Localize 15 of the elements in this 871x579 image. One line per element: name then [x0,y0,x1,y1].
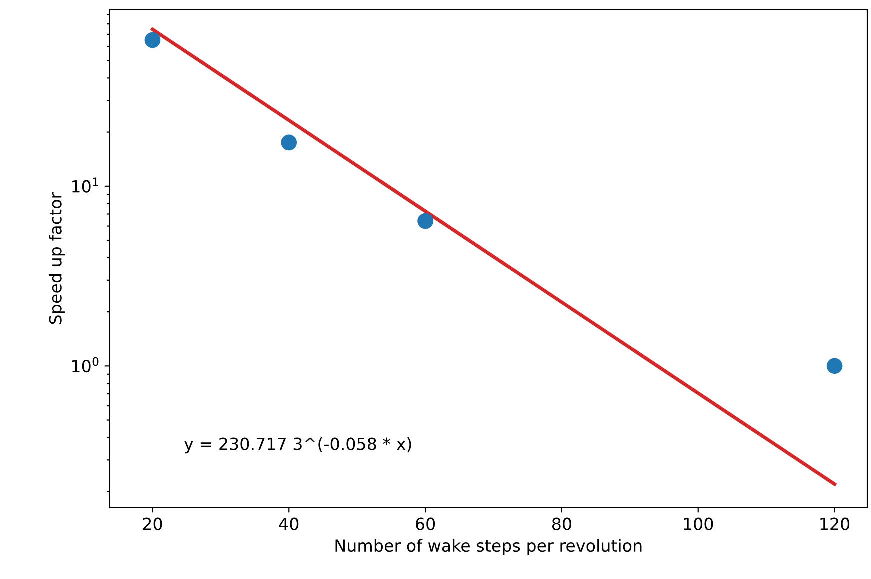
y-tick-label: 10$^{0}$ [72,357,99,373]
x-tick-label: 100 [684,518,714,530]
point [281,134,298,151]
x-axis-title: Number of wake steps per revolution [336,539,642,556]
point [826,358,843,374]
point [418,213,434,230]
x-tick-label: 20 [143,518,162,530]
x-tick-label: 40 [279,518,299,530]
x-tick-label: 60 [416,518,436,530]
y-axis-title: Speed up factor [49,192,66,324]
x-tick-label: 120 [820,518,850,530]
annotation: y = 230.717 3^(-0.058 * x) [184,437,412,454]
y-tick-label: 10$^{1}$ [72,178,98,193]
x-tick-label: 80 [552,518,572,530]
point [144,32,161,48]
